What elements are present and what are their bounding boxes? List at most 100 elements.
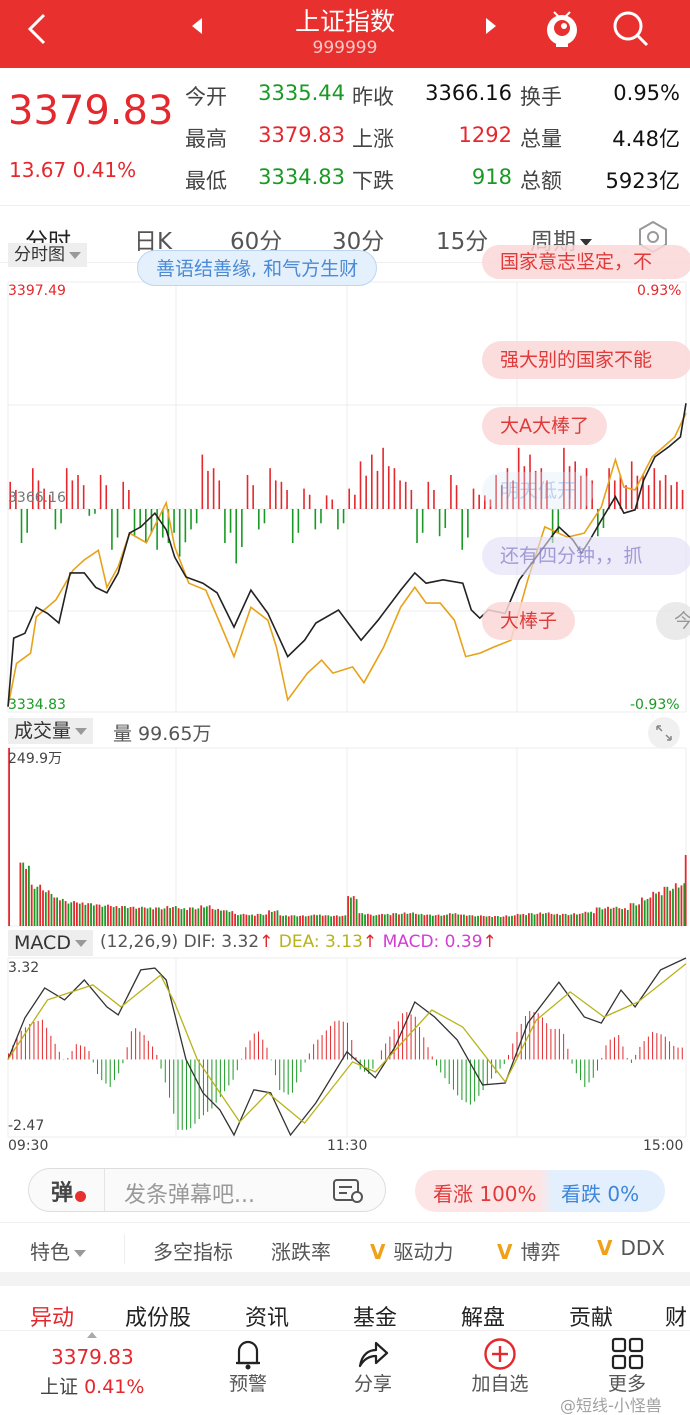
macd-bar bbox=[444, 1059, 446, 1079]
volume-bar bbox=[525, 915, 527, 926]
special-dropdown[interactable]: 特色 bbox=[30, 1236, 86, 1265]
macd-max-label: 3.32 bbox=[8, 960, 40, 976]
tab-analysis[interactable]: 解盘 bbox=[461, 1306, 506, 1331]
mascot-icon[interactable] bbox=[542, 6, 582, 50]
x-tick-start: 09:30 bbox=[8, 1138, 49, 1154]
stat-turnover: 0.95% bbox=[613, 81, 680, 105]
danmaku-input[interactable]: 发条弹幕吧... bbox=[124, 1183, 255, 1208]
feature-game[interactable]: V 博弈 bbox=[497, 1236, 560, 1265]
volume-bar bbox=[626, 909, 629, 926]
tab-news[interactable]: 资讯 bbox=[245, 1306, 290, 1331]
macd-value: MACD: 0.39 bbox=[382, 932, 483, 952]
search-icon[interactable] bbox=[610, 8, 652, 50]
danmaku-bubble: 大A大棒了 bbox=[482, 407, 607, 445]
stat-label: 总量 bbox=[520, 127, 562, 151]
chevron-down-icon bbox=[75, 728, 88, 735]
tab-finance[interactable]: 财 bbox=[665, 1306, 688, 1331]
danmaku-input-pill[interactable]: 弹 发条弹幕吧... bbox=[28, 1168, 386, 1212]
last-price: 3379.83 bbox=[8, 88, 174, 134]
macd-bar bbox=[41, 1019, 43, 1060]
breadth-bar bbox=[291, 509, 294, 543]
volume-bar bbox=[19, 862, 22, 926]
breadth-bar bbox=[246, 475, 249, 509]
breadth-bar bbox=[461, 509, 464, 550]
tab-movement[interactable]: 异动 bbox=[30, 1306, 75, 1331]
macd-bar bbox=[33, 1022, 35, 1060]
volume-bar bbox=[477, 915, 479, 926]
tab-15min[interactable]: 15分 bbox=[436, 229, 489, 255]
breadth-bar bbox=[320, 509, 322, 524]
volume-bar bbox=[78, 903, 81, 926]
back-icon[interactable] bbox=[24, 12, 50, 46]
nav-label: 分享 bbox=[353, 1373, 392, 1395]
breadth-bar bbox=[269, 468, 271, 509]
breadth-bar bbox=[387, 466, 390, 509]
breadth-bar bbox=[404, 481, 407, 509]
breadth-bar bbox=[676, 481, 678, 509]
macd-bar bbox=[431, 1056, 433, 1060]
volume-bar bbox=[174, 906, 177, 926]
volume-bar bbox=[270, 911, 273, 926]
tab-constituents[interactable]: 成份股 bbox=[125, 1306, 192, 1331]
breadth-bar bbox=[37, 480, 40, 509]
vote-bull-button[interactable]: 看涨 100% bbox=[433, 1182, 537, 1206]
macd-bar bbox=[427, 1047, 429, 1060]
dea-value: DEA: 3.13 bbox=[278, 932, 363, 952]
volume-bar bbox=[304, 916, 307, 926]
volume-bar bbox=[36, 886, 39, 926]
vote-bear-button[interactable]: 看跌 0% bbox=[561, 1182, 640, 1206]
nav-alert[interactable] bbox=[198, 1334, 298, 1372]
volume-bar bbox=[386, 913, 389, 926]
tab-contribution[interactable]: 贡献 bbox=[569, 1306, 614, 1331]
volume-bar bbox=[519, 914, 522, 926]
stat-label: 换手 bbox=[520, 85, 562, 109]
volume-indicator-dropdown[interactable]: 成交量 bbox=[8, 718, 94, 744]
volume-bar bbox=[440, 915, 443, 926]
feature-up-down-rate[interactable]: 涨跌率 bbox=[271, 1240, 331, 1264]
volume-bar bbox=[217, 908, 220, 926]
feature-ddx[interactable]: V DDX bbox=[597, 1236, 665, 1260]
danmaku-bubble: 国家意志坚定，不 bbox=[482, 245, 690, 279]
volume-bar bbox=[553, 914, 556, 926]
nav-more[interactable] bbox=[577, 1334, 677, 1372]
breadth-bar bbox=[241, 509, 243, 548]
volume-bar bbox=[22, 862, 25, 926]
feature-long-short[interactable]: 多空指标 bbox=[153, 1240, 233, 1264]
prev-stock-icon[interactable] bbox=[190, 17, 204, 35]
tab-funds[interactable]: 基金 bbox=[353, 1306, 398, 1331]
volume-bar bbox=[126, 908, 129, 926]
nav-share[interactable] bbox=[323, 1334, 423, 1372]
stat-label: 上涨 bbox=[352, 127, 394, 151]
volume-bar bbox=[293, 915, 296, 926]
expand-button[interactable] bbox=[648, 717, 680, 749]
danmaku-settings-icon[interactable] bbox=[332, 1178, 366, 1204]
feature-driving-force[interactable]: V 驱动力 bbox=[370, 1236, 453, 1265]
volume-bar bbox=[429, 914, 431, 926]
breadth-bar bbox=[597, 509, 599, 537]
stat-amount: 5923亿 bbox=[605, 169, 680, 193]
volume-bar bbox=[420, 913, 423, 926]
volume-bar bbox=[302, 915, 304, 926]
volume-bar bbox=[140, 906, 143, 926]
breadth-bar bbox=[371, 454, 373, 509]
volume-bar bbox=[321, 915, 324, 926]
macd-bar bbox=[677, 1047, 679, 1060]
volume-bar bbox=[341, 915, 344, 926]
macd-indicator-dropdown[interactable]: MACD bbox=[8, 930, 93, 956]
volume-bar bbox=[624, 908, 626, 926]
macd-bar bbox=[461, 1059, 463, 1100]
volume-bar bbox=[8, 748, 10, 926]
nav-add-watchlist[interactable] bbox=[450, 1334, 550, 1372]
chart-type-dropdown[interactable]: 分时图 bbox=[8, 243, 87, 267]
macd-bar bbox=[486, 1059, 488, 1085]
next-stock-icon[interactable] bbox=[484, 17, 498, 35]
y-top-label: 3397.49 bbox=[8, 283, 66, 299]
breadth-bar bbox=[427, 481, 430, 509]
volume-bar bbox=[629, 903, 632, 926]
macd-bar bbox=[469, 1059, 471, 1105]
chevron-down-icon bbox=[74, 1250, 86, 1257]
volume-bar bbox=[632, 903, 635, 926]
volume-bar bbox=[437, 914, 440, 926]
dea-line bbox=[7, 963, 687, 1125]
danmaku-toggle[interactable]: 弹 bbox=[29, 1169, 105, 1211]
